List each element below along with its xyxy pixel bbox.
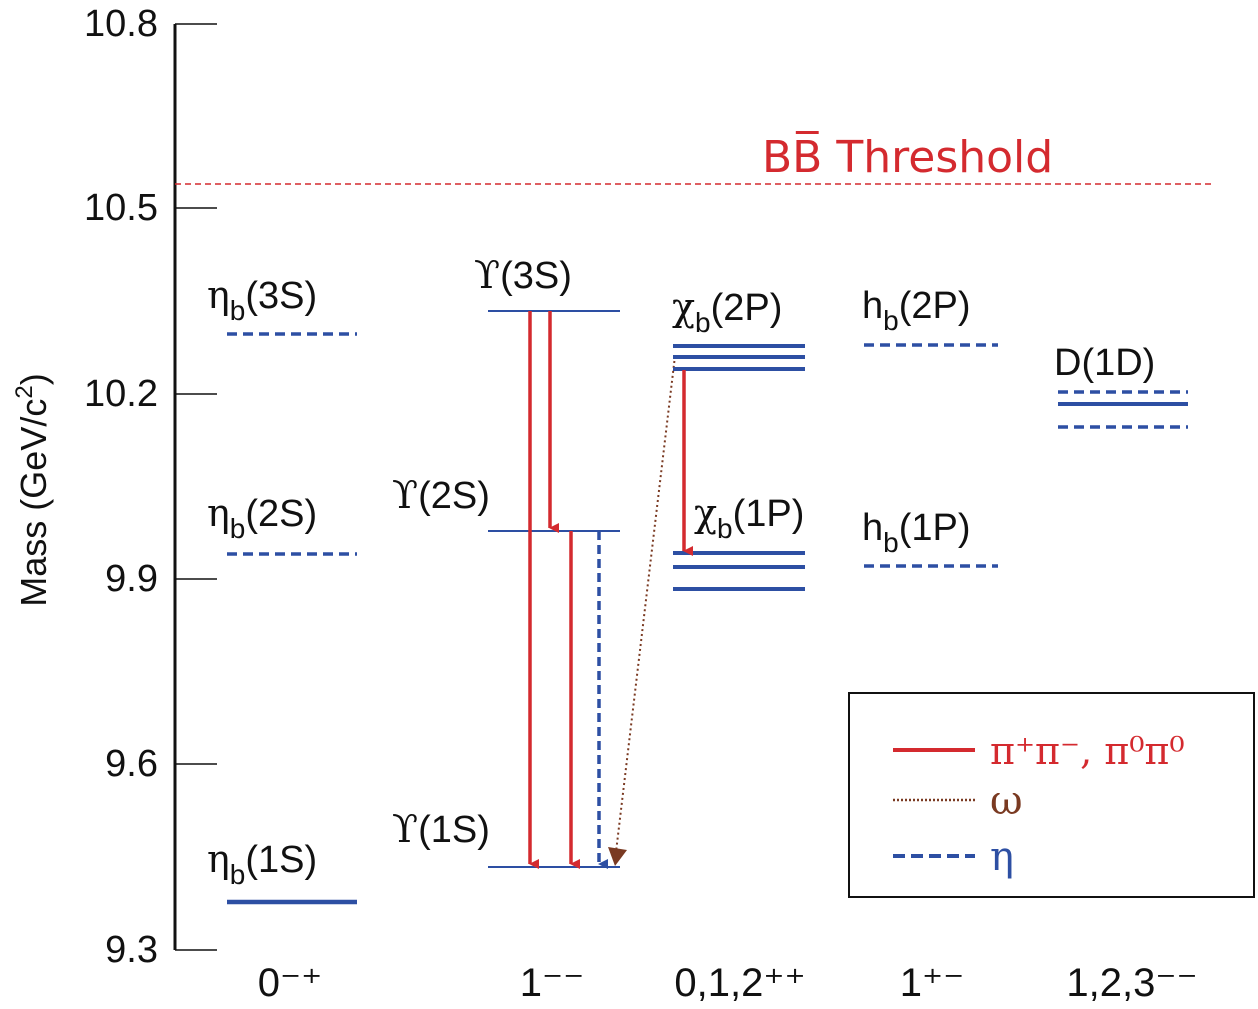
upsilon-2s-label: ϒ(2S) — [392, 473, 490, 517]
omega-transition-chib2p-1s — [615, 355, 676, 853]
upsilon-1s-label: ϒ(1S) — [392, 807, 490, 851]
legend-omega-label: ω — [990, 778, 1023, 824]
tick-label: 10.8 — [84, 3, 158, 45]
h-b-1p-label: hb(1P) — [862, 507, 971, 558]
column-label-123-minus: 1,2,3⁻⁻ — [1066, 961, 1197, 1005]
chi-b-2p-label: χb(2P) — [672, 285, 782, 338]
omega-arrowhead — [608, 847, 627, 866]
column-label-1-plus-minus: 1⁺⁻ — [900, 961, 964, 1005]
eta-b-1s-label: ηb(1S) — [207, 837, 317, 890]
tick-label: 10.5 — [84, 187, 158, 229]
d-1d-label: D(1D) — [1054, 342, 1155, 384]
legend: π⁺π⁻, π⁰π⁰ ω η — [848, 692, 1255, 898]
legend-eta-label: η — [990, 834, 1014, 880]
tick-label: 9.3 — [105, 929, 158, 971]
mass-axis: 10.8 10.5 10.2 9.9 9.6 9.3 Mass (GeV/c2) — [11, 3, 217, 971]
column-label-0-plus: 0⁻⁺ — [258, 961, 322, 1005]
eta-b-2s-label: ηb(2S) — [207, 491, 317, 544]
legend-box — [848, 692, 1255, 898]
column-label-1-minus: 1⁻⁻ — [520, 961, 584, 1005]
upsilon-3s-label: ϒ(3S) — [474, 253, 572, 297]
eta-b-3s-label: ηb(3S) — [207, 273, 317, 326]
column-label-012-plus: 0,1,2⁺⁺ — [674, 961, 805, 1005]
axis-title: Mass (GeV/c2) — [11, 373, 54, 606]
chi-b-1p-label: χb(1P) — [694, 491, 804, 544]
tick-label: 9.6 — [105, 743, 158, 785]
bb-threshold-label: BB̅ Threshold — [762, 129, 1053, 183]
tick-label: 10.2 — [84, 373, 158, 415]
tick-label: 9.9 — [105, 558, 158, 600]
h-b-2p-label: hb(2P) — [862, 285, 971, 336]
legend-pipi-label: π⁺π⁻, π⁰π⁰ — [990, 729, 1185, 773]
